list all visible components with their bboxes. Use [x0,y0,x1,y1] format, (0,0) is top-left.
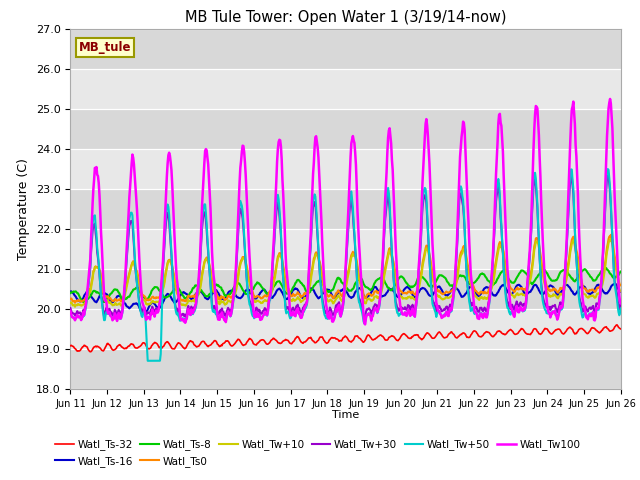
Bar [70,269,621,309]
Bar [70,349,621,389]
Bar [70,189,621,229]
Bar [70,109,621,149]
Legend: Watl_Ts-32, Watl_Ts-16, Watl_Ts-8, Watl_Ts0, Watl_Tw+10, Watl_Tw+30, Watl_Tw+50,: Watl_Ts-32, Watl_Ts-16, Watl_Ts-8, Watl_… [51,435,585,471]
Bar [70,149,621,189]
Bar [70,229,621,269]
Bar [70,309,621,349]
Title: MB Tule Tower: Open Water 1 (3/19/14-now): MB Tule Tower: Open Water 1 (3/19/14-now… [185,10,506,25]
Bar [70,29,621,69]
X-axis label: Time: Time [332,410,359,420]
Text: MB_tule: MB_tule [79,41,131,54]
Y-axis label: Temperature (C): Temperature (C) [17,158,30,260]
Bar [70,69,621,109]
